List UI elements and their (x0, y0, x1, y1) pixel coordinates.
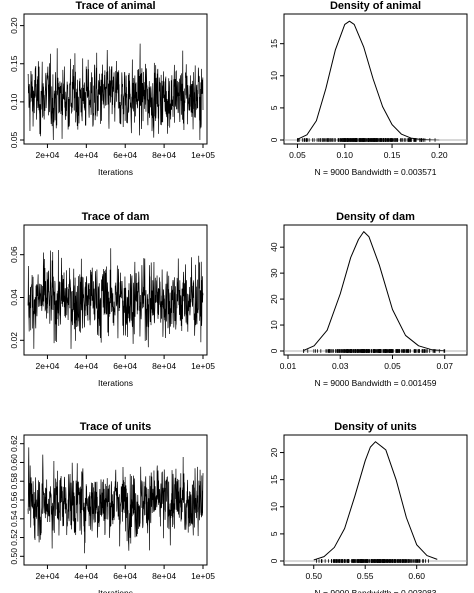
panel-density-of-animal: Density of animal 0.05 0.10 0.15 0.20 0 5 10 15 N… (269, 0, 468, 177)
x-axis-label: N = 9000 Bandwidth = 0.003083 (315, 588, 437, 593)
plot-frame (283, 13, 468, 145)
density-curve (313, 441, 438, 561)
y-tick-label: 0.15 (9, 55, 19, 72)
x-tick-label: 6e+04 (113, 571, 137, 581)
plot-frame (23, 13, 208, 145)
x-tick-label: 0.50 (305, 571, 322, 581)
y-tick-label: 0.52 (9, 529, 19, 546)
trace-line (27, 248, 204, 349)
y-tick-label: 0.06 (9, 246, 19, 263)
panel-density-of-dam: Density of dam 0.01 0.03 0.05 0.07 0 10 20 30 40 N… (269, 211, 468, 388)
x-tick-label: 8e+04 (152, 571, 176, 581)
plot-frame (283, 434, 468, 566)
x-tick-label: 1e+05 (191, 150, 215, 160)
y-tick-label: 10 (269, 502, 279, 512)
x-tick-label: 0.07 (436, 361, 453, 371)
y-tick-label: 15 (269, 475, 279, 485)
x-axis-label: Iterations (98, 588, 133, 593)
x-tick-label: 4e+04 (74, 150, 98, 160)
panel-trace-of-dam: Trace of dam 2e+04 4e+04 6e+04 8e+04 1e+05 0.0… (9, 211, 215, 388)
trace-line (27, 447, 204, 554)
y-tick-label: 0.20 (9, 17, 19, 34)
x-axis-label: N = 9000 Bandwidth = 0.003571 (315, 167, 437, 177)
y-tick-label: 5 (269, 531, 279, 536)
chart-title: Density of dam (336, 211, 415, 223)
x-tick-label: 0.05 (384, 361, 401, 371)
plot-frame (23, 224, 208, 356)
x-axis-label: Iterations (98, 167, 133, 177)
x-tick-label: 0.10 (336, 150, 353, 160)
y-tick-label: 0 (269, 348, 279, 353)
panel-density-of-units: Density of units 0.50 0.55 0.60 0 5 10 15 20 N = … (269, 421, 468, 593)
x-tick-label: 4e+04 (74, 361, 98, 371)
y-tick-label: 5 (269, 105, 279, 110)
y-tick-label: 0.50 (9, 548, 19, 565)
y-tick-label: 0.04 (9, 289, 19, 306)
y-tick-label: 10 (269, 71, 279, 81)
x-tick-label: 1e+05 (191, 361, 215, 371)
sample-rug (316, 559, 429, 563)
y-tick-label: 0.62 (9, 435, 19, 452)
density-curve (297, 20, 440, 141)
x-tick-label: 0.20 (431, 150, 448, 160)
x-tick-label: 2e+04 (36, 361, 60, 371)
x-tick-label: 0.60 (408, 571, 425, 581)
sample-rug (303, 349, 446, 353)
y-tick-label: 15 (269, 39, 279, 49)
x-axis-label: Iterations (98, 378, 133, 388)
chart-title: Trace of dam (82, 211, 150, 223)
y-tick-label: 0 (269, 558, 279, 563)
chart-title: Density of animal (330, 0, 421, 12)
x-tick-label: 4e+04 (74, 571, 98, 581)
y-tick-label: 40 (269, 242, 279, 252)
sample-rug (297, 138, 436, 142)
chart-title: Trace of animal (75, 0, 155, 12)
y-tick-label: 30 (269, 268, 279, 278)
plot-frame (283, 224, 468, 356)
chart-title: Trace of units (80, 421, 152, 433)
y-tick-label: 0 (269, 137, 279, 142)
panel-trace-of-animal: Trace of animal 2e+04 4e+04 6e+04 8e+04 1e+05… (9, 0, 215, 177)
y-tick-label: 10 (269, 320, 279, 330)
y-tick-label: 0.58 (9, 473, 19, 490)
chart-title: Density of units (334, 421, 417, 433)
y-tick-label: 20 (269, 448, 279, 458)
x-tick-label: 0.03 (332, 361, 349, 371)
y-tick-label: 0.56 (9, 491, 19, 508)
panel-trace-of-units: Trace of units 2e+04 4e+04 6e+04 8e+04 1e+05 0… (9, 421, 215, 593)
x-tick-label: 6e+04 (113, 361, 137, 371)
trace-line (27, 43, 204, 141)
x-tick-label: 0.05 (289, 150, 306, 160)
y-tick-label: 0.60 (9, 454, 19, 471)
y-tick-label: 0.02 (9, 332, 19, 349)
x-tick-label: 8e+04 (152, 150, 176, 160)
x-axis-label: N = 9000 Bandwidth = 0.001459 (315, 378, 437, 388)
x-tick-label: 2e+04 (36, 571, 60, 581)
y-tick-label: 0.10 (9, 93, 19, 110)
x-tick-label: 2e+04 (36, 150, 60, 160)
x-tick-label: 1e+05 (191, 571, 215, 581)
x-tick-label: 0.55 (357, 571, 374, 581)
y-tick-label: 20 (269, 294, 279, 304)
x-tick-label: 0.15 (384, 150, 401, 160)
x-tick-label: 6e+04 (113, 150, 137, 160)
x-tick-label: 0.01 (280, 361, 297, 371)
x-tick-label: 8e+04 (152, 361, 176, 371)
y-tick-label: 0.05 (9, 131, 19, 148)
y-tick-label: 0.54 (9, 510, 19, 527)
density-curve (303, 231, 445, 352)
